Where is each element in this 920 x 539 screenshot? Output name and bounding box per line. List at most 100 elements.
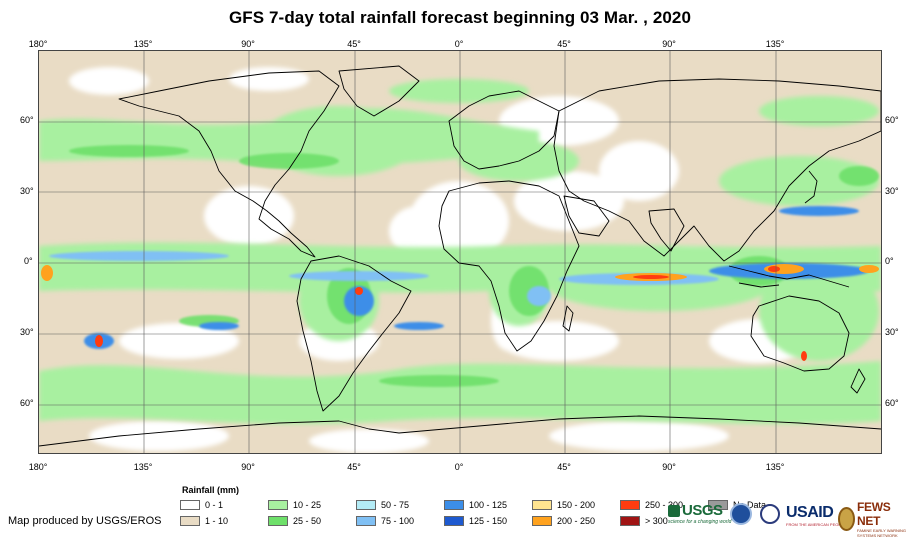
legend-item: 25 - 50 xyxy=(268,516,321,526)
africa-outline xyxy=(438,180,580,352)
legend-swatch xyxy=(708,500,728,510)
lat-tick-left: 0° xyxy=(24,256,33,266)
legend-label: 50 - 75 xyxy=(381,500,410,510)
usgs-logo: USGS science for a changing world xyxy=(668,502,731,525)
lon-tick-bottom: 135° xyxy=(765,462,785,472)
australia-outline xyxy=(750,295,850,372)
legend-item: 0 - 1 xyxy=(180,500,223,510)
lat-tick-left: 30° xyxy=(20,186,34,196)
legend-swatch xyxy=(444,500,464,510)
legend-swatch xyxy=(532,516,552,526)
legend-item: 200 - 250 xyxy=(532,516,595,526)
legend-item: 1 - 10 xyxy=(180,516,228,526)
fews-net-tagline: FAMINE EARLY WARNING SYSTEMS NETWORK xyxy=(857,528,907,538)
legend-title: Rainfall (mm) xyxy=(182,485,240,495)
lat-tick-left: 60° xyxy=(20,398,34,408)
legend-label: 150 - 200 xyxy=(557,500,596,510)
legend-swatch xyxy=(620,500,640,510)
legend-item: 250 - 300 xyxy=(620,500,683,510)
lat-tick-right: 60° xyxy=(885,115,899,125)
noaa-logo-icon xyxy=(730,503,752,525)
legend-swatch xyxy=(268,500,288,510)
lon-tick-top: 135° xyxy=(765,39,785,49)
lon-tick-top: 0° xyxy=(454,39,464,49)
rainfall-map-svg xyxy=(39,51,881,453)
lon-tick-bottom: 180° xyxy=(28,462,48,472)
lon-tick-top: 180° xyxy=(28,39,48,49)
lon-tick-bottom: 45° xyxy=(557,462,571,472)
lat-tick-right: 30° xyxy=(885,327,899,337)
lon-tick-top: 45° xyxy=(557,39,571,49)
lon-tick-top: 90° xyxy=(241,39,255,49)
legend-swatch xyxy=(356,500,376,510)
lon-tick-bottom: 90° xyxy=(241,462,255,472)
lon-tick-bottom: 0° xyxy=(454,462,464,472)
usgs-wave-icon xyxy=(668,504,680,517)
greenland-outline xyxy=(338,65,420,117)
legend-swatch xyxy=(444,516,464,526)
lat-tick-right: 60° xyxy=(885,398,899,408)
fews-net-logo-text: FEWS NET xyxy=(857,500,891,528)
india-outline xyxy=(648,208,685,252)
legend-swatch xyxy=(620,516,640,526)
legend-swatch xyxy=(268,516,288,526)
lon-tick-top: 90° xyxy=(662,39,676,49)
legend-swatch xyxy=(180,516,200,526)
legend-item: 75 - 100 xyxy=(356,516,414,526)
legend-label: 10 - 25 xyxy=(293,500,322,510)
legend-item: 10 - 25 xyxy=(268,500,321,510)
usaid-logo: USAID FROM THE AMERICAN PEOPLE xyxy=(786,504,846,527)
lat-tick-right: 30° xyxy=(885,186,899,196)
legend-swatch xyxy=(532,500,552,510)
rainfall-bands xyxy=(39,67,881,453)
legend-swatch xyxy=(356,516,376,526)
legend-item: 150 - 200 xyxy=(532,500,595,510)
legend-swatch xyxy=(180,500,200,510)
usaid-tagline: FROM THE AMERICAN PEOPLE xyxy=(786,522,846,527)
legend-item: 125 - 150 xyxy=(444,516,507,526)
legend-label: 250 - 300 xyxy=(645,500,684,510)
madagascar-outline xyxy=(562,305,574,332)
legend-label: 0 - 1 xyxy=(205,500,224,510)
usgs-logo-text: USGS xyxy=(682,502,723,519)
asia-outline xyxy=(553,78,881,262)
lon-tick-bottom: 90° xyxy=(662,462,676,472)
agency-logos: USGS science for a changing world USAID … xyxy=(668,500,916,538)
lat-tick-left: 60° xyxy=(20,115,34,125)
legend-item: No Data xyxy=(708,500,766,510)
usaid-logo-text: USAID xyxy=(786,504,834,521)
legend-label: 75 - 100 xyxy=(381,516,415,526)
legend-label: No Data xyxy=(733,500,767,510)
legend-label: 100 - 125 xyxy=(469,500,508,510)
legend-item: > 300 xyxy=(620,516,668,526)
graticule xyxy=(39,51,881,453)
arabia-outline xyxy=(563,195,610,237)
legend-item: 50 - 75 xyxy=(356,500,409,510)
rainfall-map xyxy=(38,50,882,454)
new-zealand-outline xyxy=(850,368,866,394)
department-seal-icon xyxy=(760,504,780,524)
legend-item: 100 - 125 xyxy=(444,500,507,510)
legend-label: 25 - 50 xyxy=(293,516,322,526)
coastlines xyxy=(39,65,881,447)
lat-tick-right: 0° xyxy=(885,256,894,266)
usgs-tagline: science for a changing world xyxy=(668,519,732,525)
lon-tick-bottom: 45° xyxy=(347,462,361,472)
south-america-outline xyxy=(296,255,412,412)
japan-outline xyxy=(804,170,818,204)
legend-label: 1 - 10 xyxy=(205,516,229,526)
indonesia-outline xyxy=(728,265,850,288)
europe-outline xyxy=(448,90,560,170)
antarctica-outline xyxy=(39,415,881,447)
north-america-outline xyxy=(118,70,340,258)
lon-tick-top: 45° xyxy=(347,39,361,49)
map-title: GFS 7-day total rainfall forecast beginn… xyxy=(228,8,692,27)
fews-net-logo: FEWS NET FAMINE EARLY WARNING SYSTEMS NE… xyxy=(838,500,916,538)
fews-globe-icon xyxy=(838,507,855,531)
lon-tick-top: 135° xyxy=(133,39,153,49)
lat-tick-left: 30° xyxy=(20,327,34,337)
legend-label: > 300 xyxy=(645,516,668,526)
lon-tick-bottom: 135° xyxy=(133,462,153,472)
legend-label: 125 - 150 xyxy=(469,516,508,526)
extreme-rain-spots xyxy=(41,264,879,361)
